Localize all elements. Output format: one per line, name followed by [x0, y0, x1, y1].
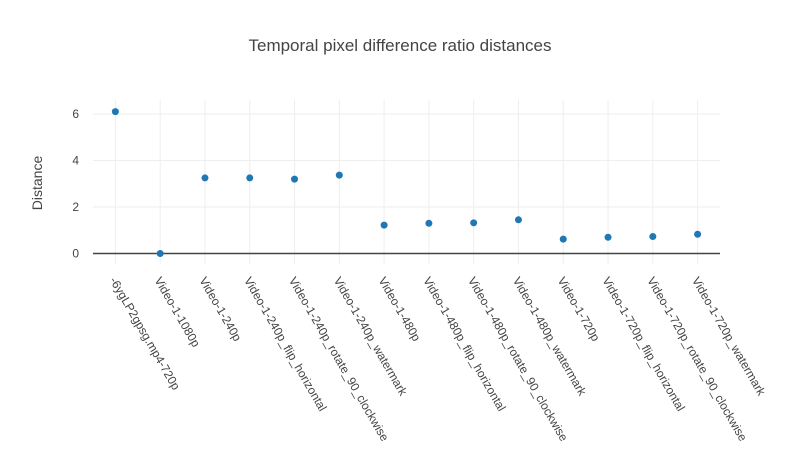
x-tick-label: Video-1-480p_flip_horizontal: [420, 275, 508, 414]
data-point: [694, 230, 702, 238]
x-tick-label: Video-1-480p: [376, 275, 424, 344]
y-ticks: 0 2 4 6: [72, 107, 79, 261]
data-point: [559, 235, 567, 243]
data-point: [335, 171, 343, 179]
y-tick-label: 4: [72, 153, 79, 167]
data-point: [514, 216, 522, 224]
data-points: [111, 108, 702, 258]
x-tick-label: Video-1-720p_flip_horizontal: [599, 275, 687, 414]
data-point: [425, 219, 433, 227]
data-point: [604, 233, 612, 241]
grid: [93, 100, 720, 264]
x-tick-label: Video-1-720p: [555, 275, 603, 344]
x-tick-label: Video-1-1080p: [152, 275, 204, 350]
y-axis-label: Distance: [29, 156, 45, 211]
data-point: [291, 175, 299, 183]
data-point: [470, 219, 478, 227]
x-tick-label: Video-1-240p_flip_horizontal: [241, 275, 329, 414]
data-point: [246, 174, 254, 182]
x-ticks: -6ygLP2gpsg.mp4-720pVideo-1-1080pVideo-1…: [107, 275, 769, 444]
data-point: [380, 221, 388, 229]
data-point: [156, 250, 164, 258]
x-tick-label: Video-1-240p: [196, 275, 244, 344]
x-tick-label: Video-1-720p_watermark: [689, 275, 769, 399]
y-tick-label: 2: [72, 200, 79, 214]
data-point: [111, 108, 119, 116]
y-tick-label: 0: [72, 247, 79, 261]
data-point: [649, 233, 657, 241]
data-point: [201, 174, 209, 182]
chart-title: Temporal pixel difference ratio distance…: [248, 36, 551, 55]
y-tick-label: 6: [72, 107, 79, 121]
